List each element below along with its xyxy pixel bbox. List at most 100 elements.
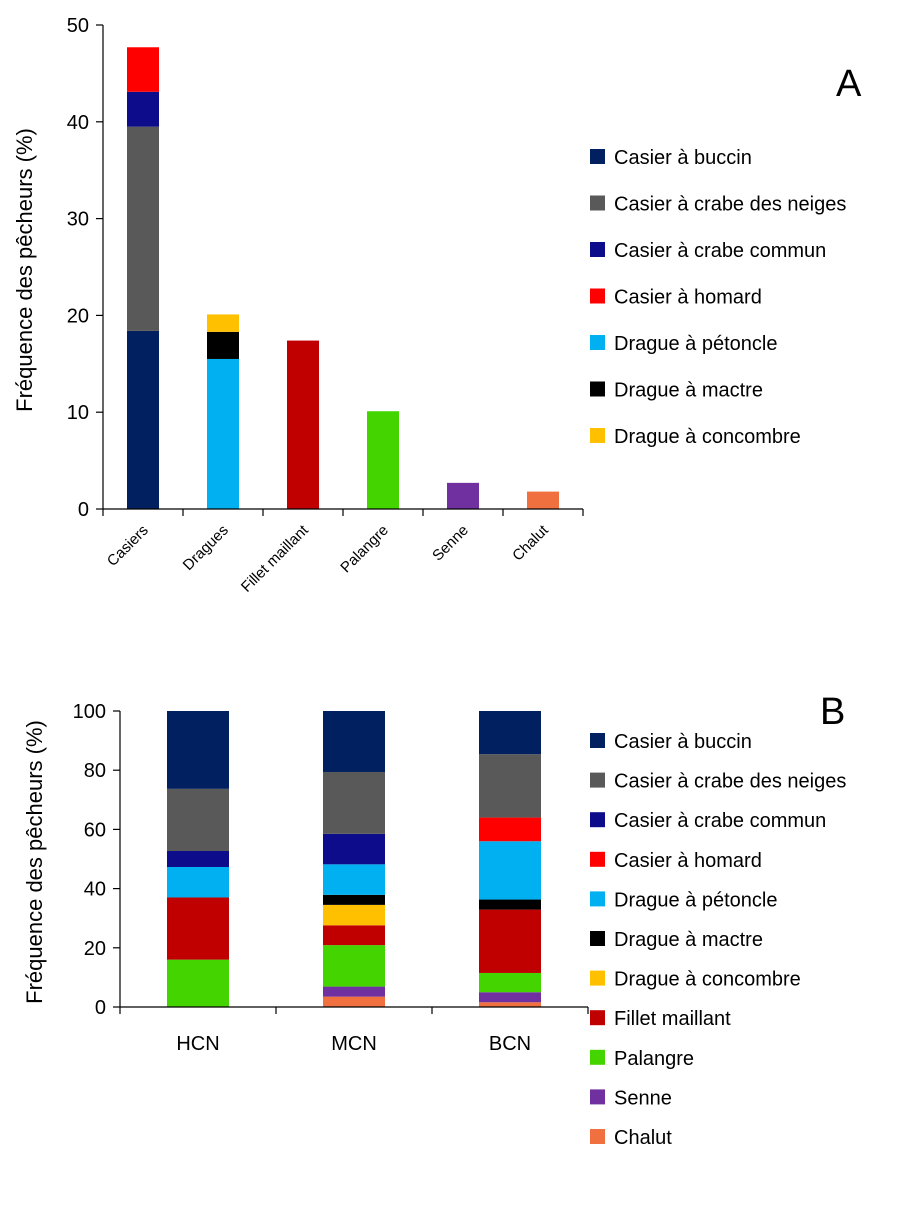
panel-b-y-tick-label: 80 [84, 760, 106, 782]
panel-a-legend-item-drague-a-concombre: Drague à concombre [590, 426, 801, 448]
panel-b-legend: Casier à buccin Casier à crabe des neiges… [590, 731, 846, 1149]
panel-b-legend-item-fillet-maillant: Fillet maillant [590, 1008, 731, 1030]
panel-b-legend-item-casier-a-crabe-commun: Casier à crabe commun [590, 810, 826, 832]
panel-a-bar-senne-senne [447, 482, 479, 509]
panel-b-legend-label: Senne [614, 1087, 672, 1109]
panel-b-legend-label: Casier à buccin [614, 731, 752, 753]
panel-b-bars [167, 711, 541, 1007]
panel-b-legend-item-casier-a-buccin: Casier à buccin [590, 731, 752, 753]
panel-a-chart: A Fréquence des pêcheurs (%) 0 10 20 30 40 50… [12, 15, 862, 596]
panel-b-legend-swatch [590, 733, 605, 748]
panel-b-legend-item-senne: Senne [590, 1087, 672, 1109]
panel-b-category-label-mcn: MCN [331, 1033, 377, 1055]
panel-b-letter: B [820, 691, 845, 733]
panel-a-bar-fillet-maillant-fillet-maillant [287, 340, 319, 509]
panel-b-bar-mcn-chalut [323, 996, 385, 1007]
panel-b-legend-label: Fillet maillant [614, 1008, 731, 1030]
panel-b-bar-hcn-casier-a-buccin [167, 711, 229, 789]
panel-b-legend-item-casier-a-homard: Casier à homard [590, 850, 762, 872]
panel-a-legend-swatch [590, 288, 605, 304]
panel-b-legend-swatch [590, 891, 605, 907]
panel-a-legend-swatch [590, 381, 605, 397]
panel-a-bar-casiers-casier-a-buccin [127, 330, 159, 509]
panel-b-legend-swatch [590, 1089, 605, 1105]
panel-b-y-tick-label: 0 [95, 997, 106, 1019]
panel-b-category-label-bcn: BCN [489, 1033, 531, 1055]
panel-a-legend-item-casier-a-homard: Casier à homard [590, 287, 762, 309]
panel-b-y-tick-label: 60 [84, 819, 106, 841]
panel-a-y-tick-label: 50 [67, 15, 89, 37]
panel-b-legend-label: Casier à crabe commun [614, 810, 826, 832]
panel-a-bar-dragues-drague-a-mactre [207, 331, 239, 359]
panel-a-bar-palangre-palangre [367, 411, 399, 509]
panel-a-bar-casiers-casier-a-crabe-des-neiges [127, 126, 159, 331]
panel-b-bar-bcn-casier-a-homard [479, 817, 541, 842]
panel-a-y-axis-title: Fréquence des pêcheurs (%) [12, 128, 37, 412]
panel-b-legend-swatch [590, 1049, 605, 1065]
panel-b-bar-hcn-fillet-maillant [167, 897, 229, 960]
panel-b-legend-swatch [590, 772, 605, 788]
panel-b-legend-item-casier-a-crabe-des-neiges: Casier à crabe des neiges [590, 771, 846, 793]
panel-b-legend-label: Casier à crabe des neiges [614, 771, 846, 793]
panel-b-bar-bcn-drague-a-petoncle [479, 841, 541, 900]
panel-b-legend-swatch [590, 812, 605, 828]
panel-a-category-label-casiers: Casiers [104, 522, 152, 570]
panel-a-category-label-dragues: Dragues [180, 522, 232, 574]
panel-a-legend-label: Drague à mactre [614, 380, 763, 402]
panel-a-legend-item-casier-a-crabe-commun: Casier à crabe commun [590, 240, 826, 262]
panel-a-y-tick-label: 10 [67, 402, 89, 424]
panel-a-legend-swatch [590, 428, 605, 443]
panel-b-legend-item-drague-a-concombre: Drague à concombre [590, 969, 801, 991]
panel-a-legend-item-casier-a-buccin: Casier à buccin [590, 147, 752, 169]
panel-b-bar-bcn-chalut [479, 1002, 541, 1007]
panel-b-legend-swatch [590, 1010, 605, 1026]
panel-b-bar-bcn-drague-a-mactre [479, 899, 541, 910]
panel-b-axes: 0 20 40 60 80 100 HCN MCN BCN [73, 701, 589, 1055]
panel-a-category-label-chalut: Chalut [509, 521, 552, 564]
panel-a-legend-swatch [590, 242, 605, 257]
panel-a-bar-dragues-drague-a-petoncle [207, 358, 239, 509]
panel-b-legend-item-palangre: Palangre [590, 1048, 694, 1070]
panel-a-legend: Casier à buccin Casier à crabe des neiges… [590, 147, 846, 448]
panel-b-bar-mcn-drague-a-concombre [323, 904, 385, 926]
panel-b-bar-mcn-drague-a-petoncle [323, 864, 385, 895]
panel-a-y-tick-label: 0 [78, 499, 89, 521]
panel-b-legend-item-drague-a-mactre: Drague à mactre [590, 929, 763, 951]
panel-a-bar-casiers-casier-a-homard [127, 47, 159, 92]
panel-b-bar-hcn-casier-a-crabe-commun [167, 851, 229, 867]
panel-b-legend-swatch [590, 851, 605, 867]
panel-a-legend-label: Drague à concombre [614, 426, 801, 448]
panel-b-y-tick-label: 100 [73, 701, 106, 723]
panel-b-legend-label: Casier à homard [614, 850, 762, 872]
panel-a-y-tick-label: 30 [67, 209, 89, 231]
panel-a-category-label-senne: Senne [429, 522, 472, 565]
panel-b-bar-bcn-casier-a-crabe-des-neiges [479, 754, 541, 818]
panel-b-bar-bcn-casier-a-buccin [479, 711, 541, 755]
panel-a-legend-swatch [590, 149, 605, 164]
panel-b-legend-swatch [590, 970, 605, 986]
panel-b-legend-swatch [590, 931, 605, 946]
panel-a-legend-label: Casier à crabe commun [614, 240, 826, 262]
panel-a-bar-chalut-chalut [527, 491, 559, 509]
panel-b-legend-label: Drague à pétoncle [614, 889, 777, 911]
panel-b-bar-mcn-casier-a-crabe-des-neiges [323, 771, 385, 834]
panel-a-legend-label: Casier à buccin [614, 147, 752, 169]
panel-a-y-tick-label: 20 [67, 305, 89, 327]
panel-a-legend-item-drague-a-petoncle: Drague à pétoncle [590, 333, 777, 355]
panel-b-bar-bcn-senne [479, 992, 541, 1003]
panel-b-y-tick-label: 40 [84, 879, 106, 901]
panel-b-bar-mcn-casier-a-buccin [323, 711, 385, 772]
panel-b-bar-mcn-fillet-maillant [323, 925, 385, 946]
panel-a-legend-label: Casier à crabe des neiges [614, 194, 846, 216]
panel-b-y-axis-title: Fréquence des pêcheurs (%) [22, 720, 47, 1004]
panel-b-y-tick-label: 20 [84, 938, 106, 960]
panel-b-bar-mcn-casier-a-crabe-commun [323, 833, 385, 865]
panel-b-bar-hcn-drague-a-petoncle [167, 866, 229, 898]
panel-b-legend-label: Palangre [614, 1048, 694, 1070]
panel-b-bar-mcn-drague-a-mactre [323, 894, 385, 905]
panel-a-letter: A [836, 63, 862, 105]
panel-a-category-label-palangre: Palangre [337, 522, 391, 576]
panel-a-legend-item-casier-a-crabe-des-neiges: Casier à crabe des neiges [590, 194, 846, 216]
